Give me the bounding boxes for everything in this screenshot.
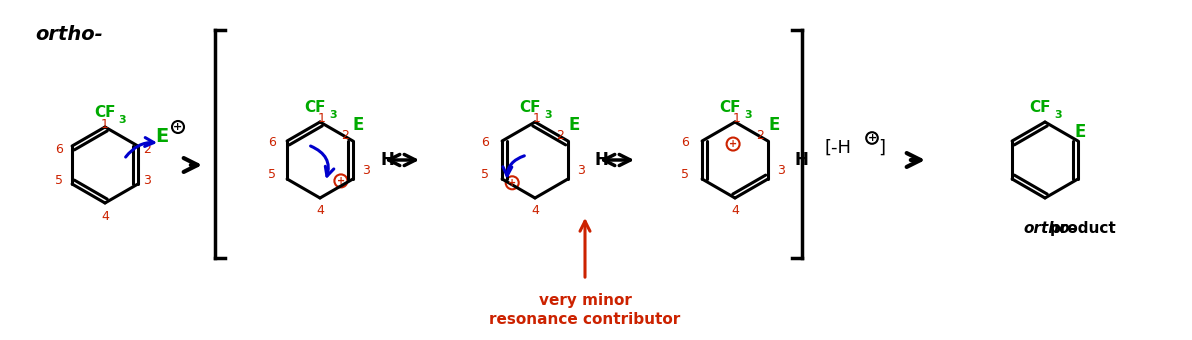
Text: 6: 6	[55, 143, 63, 156]
Text: +: +	[730, 139, 737, 149]
Text: product: product	[1050, 221, 1117, 236]
Text: 3: 3	[577, 164, 585, 176]
Text: 3: 3	[329, 110, 337, 120]
Text: CF: CF	[719, 100, 740, 115]
Text: 6: 6	[482, 136, 489, 149]
Text: +: +	[337, 176, 344, 186]
Text: H: H	[595, 151, 609, 169]
Text: +: +	[868, 133, 876, 143]
Text: 3: 3	[1054, 110, 1062, 120]
Text: 5: 5	[482, 169, 489, 182]
Text: 4: 4	[316, 204, 324, 218]
Text: 3: 3	[119, 115, 126, 125]
Text: ortho-: ortho-	[1024, 221, 1076, 236]
Text: H: H	[380, 151, 393, 169]
Text: E: E	[768, 116, 780, 134]
Text: 3: 3	[777, 164, 786, 176]
Text: 3: 3	[744, 110, 752, 120]
Text: CF: CF	[94, 105, 116, 120]
Text: CF: CF	[1029, 100, 1051, 115]
Text: 1: 1	[318, 113, 325, 125]
Text: 5: 5	[55, 174, 63, 187]
Text: 4: 4	[101, 210, 108, 223]
Text: 4: 4	[532, 204, 539, 218]
Text: E: E	[569, 116, 579, 134]
Text: +: +	[173, 122, 182, 132]
Text: CF: CF	[520, 100, 541, 115]
Text: 4: 4	[731, 204, 739, 218]
Text: resonance contributor: resonance contributor	[490, 312, 681, 327]
Text: 3: 3	[143, 174, 151, 187]
Text: E: E	[155, 128, 168, 147]
Text: very minor: very minor	[539, 293, 632, 308]
Text: 3: 3	[362, 164, 370, 176]
Text: H: H	[795, 151, 809, 169]
Text: 5: 5	[268, 169, 277, 182]
Text: 2: 2	[341, 129, 349, 142]
Text: 6: 6	[681, 136, 689, 149]
Text: 6: 6	[268, 136, 275, 149]
Text: CF: CF	[304, 100, 325, 115]
Text: 5: 5	[681, 169, 689, 182]
Text: 1: 1	[733, 113, 741, 125]
Text: ortho-: ortho-	[35, 25, 103, 44]
Text: 2: 2	[756, 129, 764, 142]
Text: 3: 3	[545, 110, 552, 120]
Text: ]: ]	[879, 139, 884, 157]
Text: [-H: [-H	[825, 139, 852, 157]
Text: 1: 1	[101, 119, 108, 132]
Text: 2: 2	[143, 143, 151, 156]
Text: E: E	[1075, 123, 1086, 141]
Text: +: +	[508, 178, 516, 188]
Text: 1: 1	[533, 113, 541, 125]
Text: E: E	[353, 116, 365, 134]
Text: 2: 2	[555, 129, 564, 142]
